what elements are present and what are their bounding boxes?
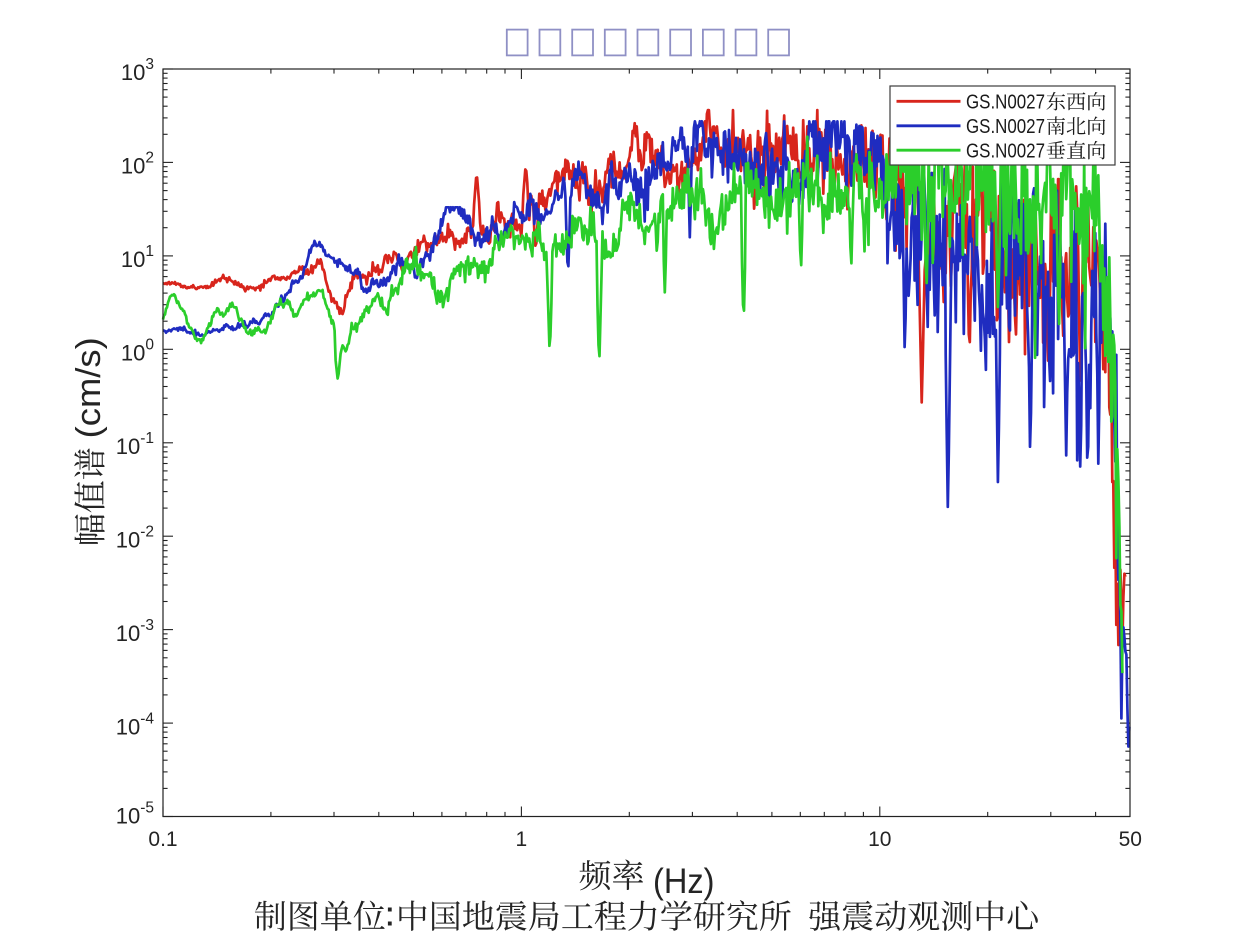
svg-text:10-1: 10-1 [116,430,154,459]
svg-text:GS.N0027: GS.N0027 [966,140,1045,163]
svg-text:(Hz): (Hz) [653,862,715,901]
svg-text:50: 50 [1119,828,1142,851]
svg-text:1: 1 [516,828,528,851]
svg-text:0.1: 0.1 [148,828,177,851]
svg-text:(cm/s): (cm/s) [70,337,108,438]
svg-text:GS.N0027: GS.N0027 [966,91,1045,114]
svg-text:10: 10 [868,828,891,851]
svg-text:10-5: 10-5 [116,800,154,829]
svg-text:GS.N0027: GS.N0027 [966,115,1045,138]
